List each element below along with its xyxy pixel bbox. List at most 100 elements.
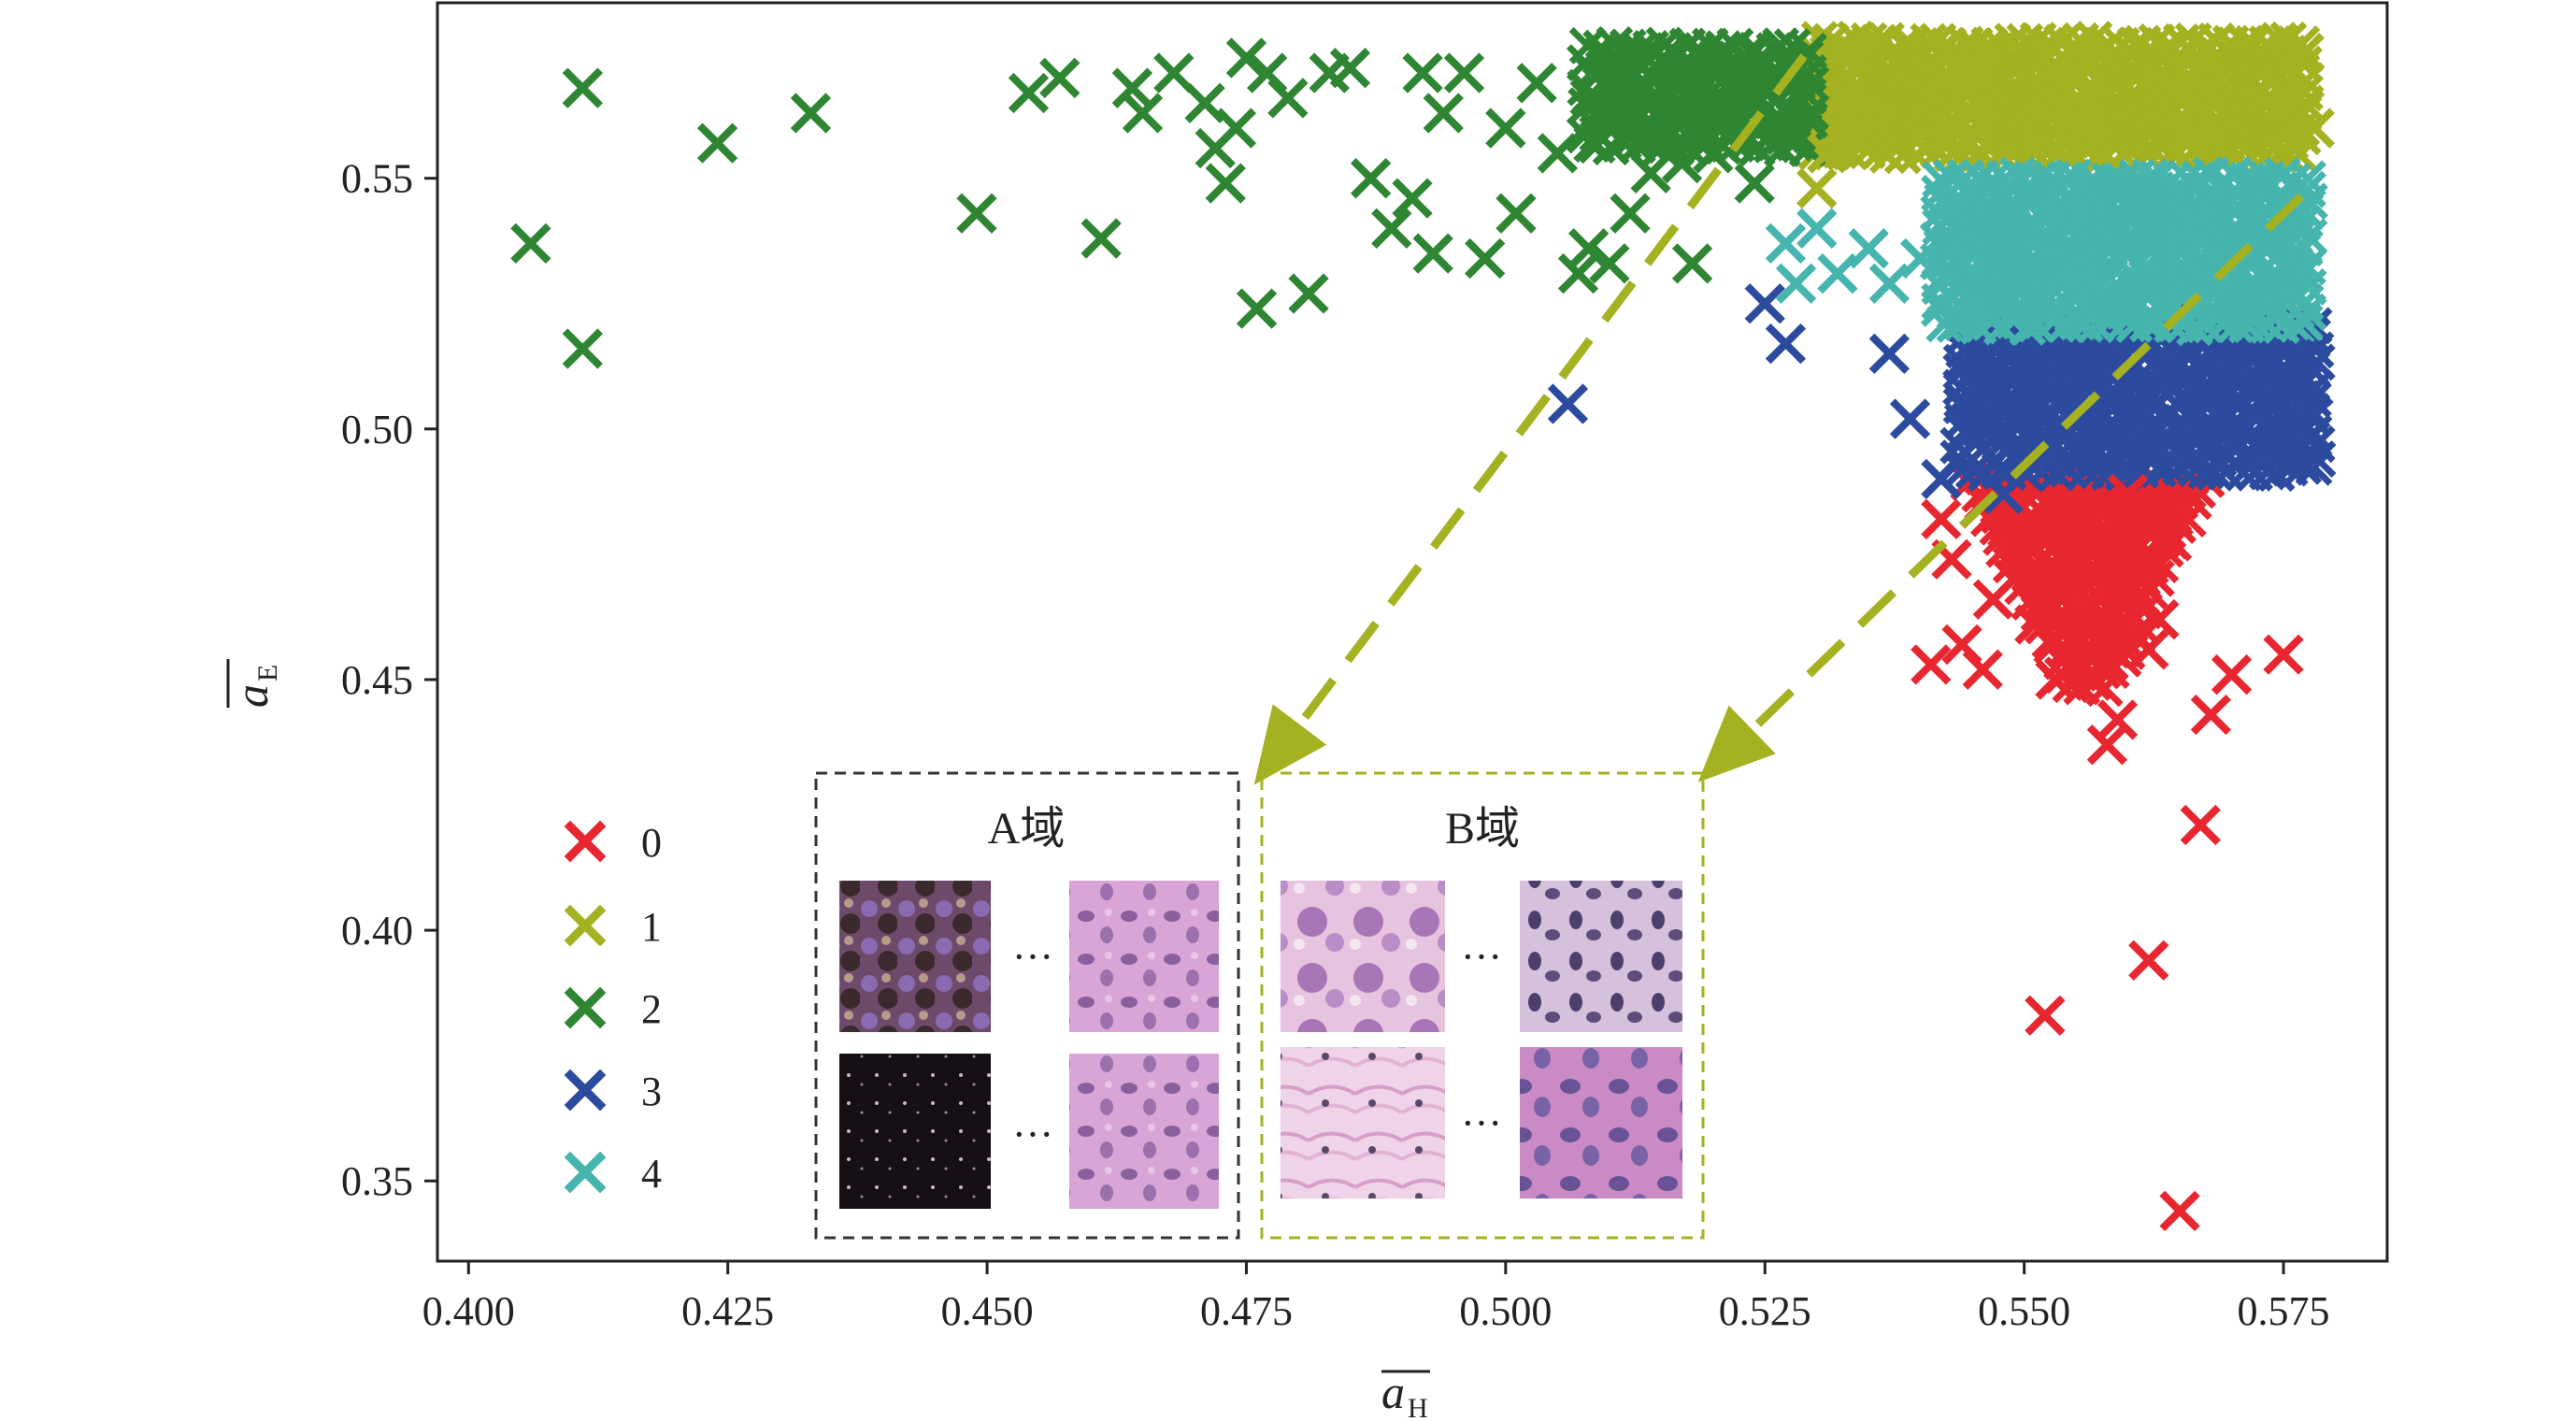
data-point-series-3 xyxy=(1868,333,1911,375)
data-point-series-2 xyxy=(1371,208,1412,249)
data-point-series-2 xyxy=(1236,288,1278,329)
data-point-series-2 xyxy=(1153,52,1195,93)
data-point-series-0 xyxy=(2097,699,2139,740)
data-point-series-4 xyxy=(1796,208,1838,249)
domain-b-ellipsis-2: ··· xyxy=(1461,1100,1502,1146)
data-point-series-2 xyxy=(1350,158,1392,199)
data-point-series-3 xyxy=(2149,448,2187,486)
x-axis-title-subscript: H xyxy=(1408,1393,1428,1421)
data-point-series-2 xyxy=(1039,57,1080,99)
data-point-series-2 xyxy=(1329,48,1371,89)
data-point-series-0 xyxy=(2180,804,2221,846)
legend-label-1: 1 xyxy=(641,904,662,950)
x-tick-label: 0.450 xyxy=(941,1288,1034,1334)
legend-item-2: 2 xyxy=(564,986,662,1032)
data-point-series-0 xyxy=(2263,634,2304,675)
data-point-series-3 xyxy=(2263,433,2304,475)
data-point-series-2 xyxy=(1122,93,1164,134)
domain-a-image-1 xyxy=(839,881,991,1032)
data-point-series-4 xyxy=(2128,305,2167,343)
legend-label-4: 4 xyxy=(641,1151,662,1197)
x-tick-label: 0.475 xyxy=(1200,1288,1293,1334)
data-point-series-4 xyxy=(1900,237,1941,280)
data-point-series-2 xyxy=(696,122,738,164)
dense-cloud-series-1 xyxy=(1795,21,2326,175)
data-point-series-2 xyxy=(1734,163,1775,204)
data-point-series-2 xyxy=(1485,108,1526,149)
data-point-series-0 xyxy=(2025,995,2066,1036)
data-point-series-2 xyxy=(1661,142,1703,184)
data-point-series-1 xyxy=(1907,131,1945,169)
arrow-to-domain-a xyxy=(1253,53,1808,785)
data-point-series-0 xyxy=(1921,498,1962,539)
legend-item-1: 1 xyxy=(564,904,662,950)
data-point-series-2 xyxy=(1671,243,1713,284)
data-point-series-1 xyxy=(1796,167,1838,209)
legend-item-3: 3 xyxy=(564,1069,662,1114)
data-point-series-0 xyxy=(2097,524,2139,565)
x-tick-label: 0.425 xyxy=(681,1288,774,1334)
domain-b-image-3 xyxy=(1281,1047,1445,1199)
domain-b-image-2 xyxy=(1520,881,1682,1032)
data-point-series-4 xyxy=(1775,263,1817,304)
y-tick-label: 0.55 xyxy=(341,156,413,202)
data-point-series-2 xyxy=(1557,252,1599,294)
x-tick-label: 0.400 xyxy=(422,1288,515,1334)
data-point-series-0 xyxy=(1962,649,2003,690)
data-point-series-2 xyxy=(1567,228,1610,269)
data-point-series-3 xyxy=(2017,447,2054,485)
arrow-to-domain-b xyxy=(1697,193,2305,782)
legend-marker-1 xyxy=(564,904,607,947)
data-points xyxy=(510,32,2335,1232)
data-point-series-0 xyxy=(2118,553,2159,595)
dense-point-clouds xyxy=(1566,21,2337,708)
data-point-series-4 xyxy=(1848,228,1889,269)
data-point-series-2 xyxy=(1443,52,1485,93)
y-tick-label: 0.50 xyxy=(341,407,413,452)
data-point-series-3 xyxy=(1962,409,2003,450)
legend-marker-3 xyxy=(564,1069,607,1112)
data-point-series-3 xyxy=(2196,453,2234,492)
data-point-series-0 xyxy=(2190,694,2232,736)
legend-marker-2 xyxy=(564,986,607,1029)
data-point-series-4 xyxy=(1952,283,1993,324)
domain-b-image-4 xyxy=(1520,1047,1682,1199)
data-point-series-2 xyxy=(1516,63,1557,104)
domain-b-image-1 xyxy=(1281,881,1445,1032)
y-tick-label: 0.45 xyxy=(341,657,413,703)
data-point-series-2 xyxy=(1465,237,1506,280)
data-point-series-0 xyxy=(2086,725,2128,766)
data-point-series-2 xyxy=(790,93,832,134)
data-point-series-2 xyxy=(1008,72,1050,114)
legend-label-3: 3 xyxy=(641,1069,662,1114)
legend: 0 1 2 3 4 xyxy=(564,820,662,1197)
domain-a-title: A域 xyxy=(988,804,1066,854)
dense-cloud-series-4 xyxy=(1919,155,2328,347)
data-point-series-2 xyxy=(1080,218,1122,259)
data-point-series-4 xyxy=(2277,307,2315,345)
data-point-series-1 xyxy=(2263,72,2304,114)
data-point-series-2 xyxy=(1288,273,1329,314)
data-point-series-0 xyxy=(2211,653,2253,696)
data-point-series-2 xyxy=(1205,163,1246,204)
data-point-series-0 xyxy=(2085,669,2124,708)
y-axis-title-base: a xyxy=(225,684,278,708)
x-tick-label: 0.525 xyxy=(1719,1288,1811,1334)
legend-item-0: 0 xyxy=(564,820,662,866)
data-point-series-0 xyxy=(2159,1190,2200,1232)
dense-cloud-series-2 xyxy=(1566,26,1830,167)
x-tick-label: 0.500 xyxy=(1459,1288,1552,1334)
data-point-series-4 xyxy=(1931,222,1972,265)
data-point-series-3 xyxy=(1547,383,1589,424)
data-point-series-2 xyxy=(1184,82,1225,123)
x-axis-title: a H xyxy=(1381,1366,1430,1421)
domain-b-ellipsis-1: ··· xyxy=(1461,934,1502,980)
data-point-series-2 xyxy=(510,222,551,265)
x-tick-label: 0.550 xyxy=(1978,1288,2070,1334)
data-point-series-1 xyxy=(2283,32,2325,74)
data-point-series-2 xyxy=(956,193,997,234)
x-axis-title-base: a xyxy=(1381,1366,1405,1418)
data-point-series-4 xyxy=(1817,252,1858,294)
data-point-series-4 xyxy=(2249,307,2287,345)
legend-item-4: 4 xyxy=(564,1151,662,1197)
